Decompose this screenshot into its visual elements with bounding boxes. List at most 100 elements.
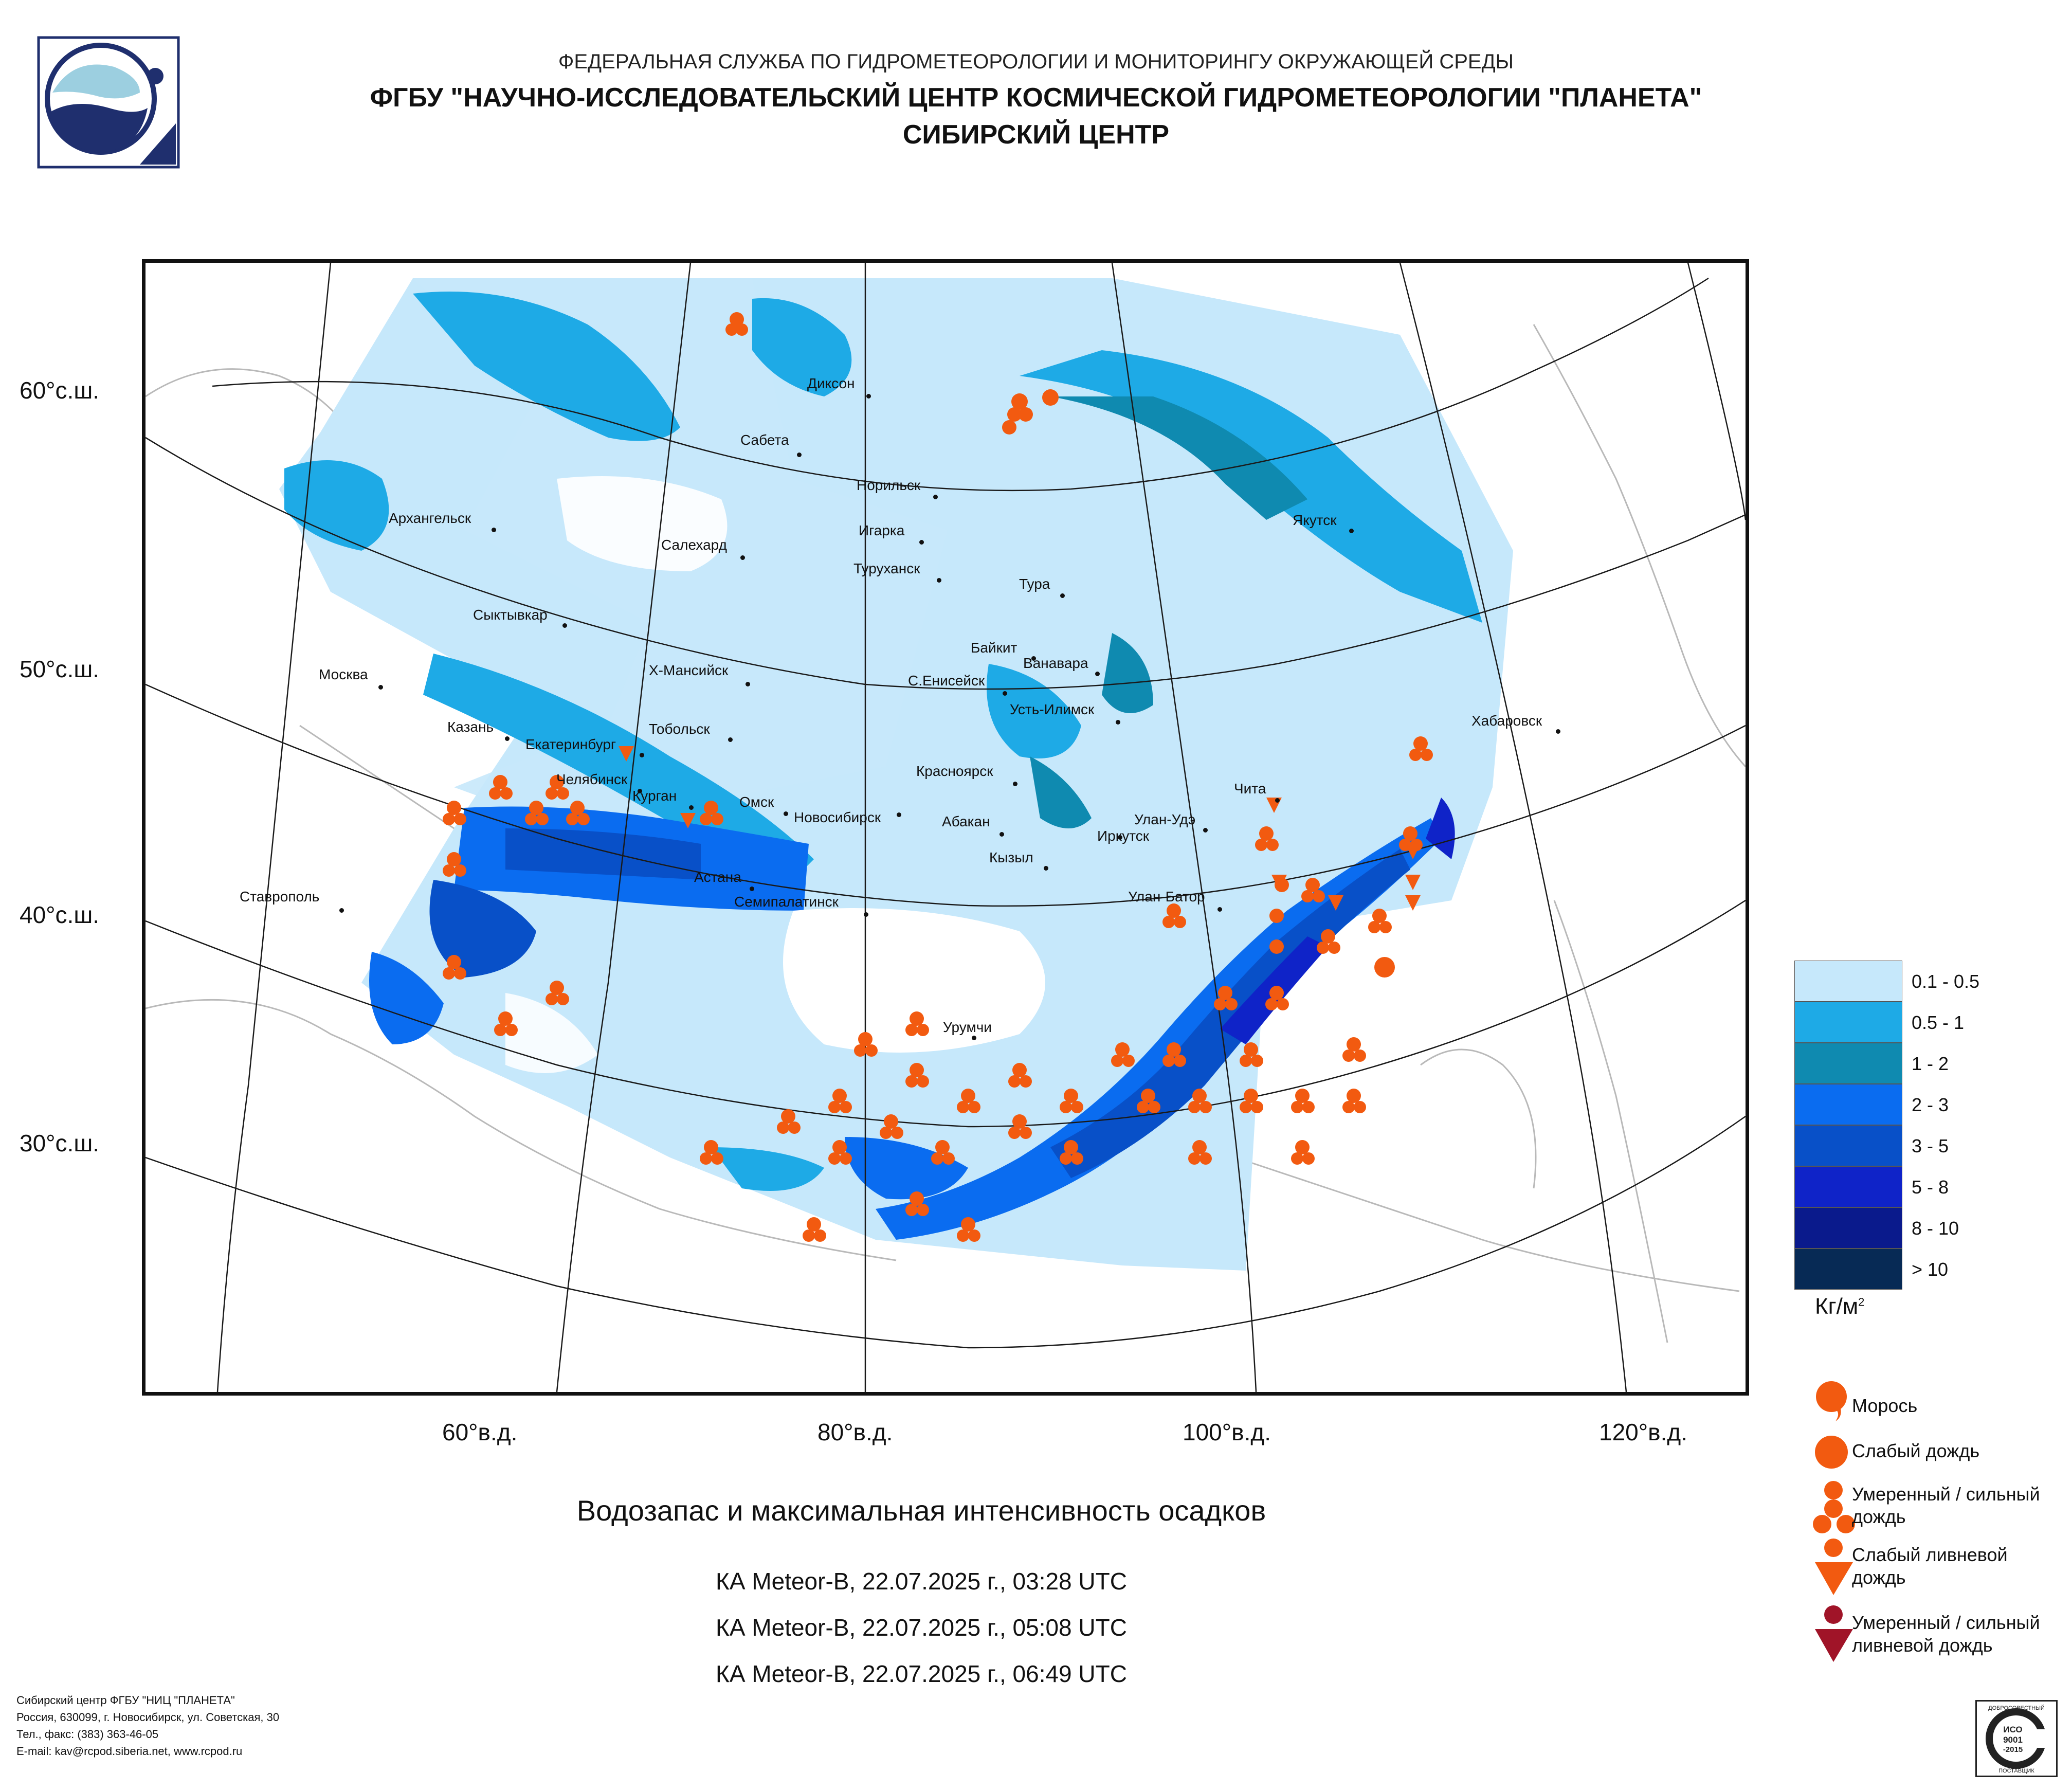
label-moderate-shower: Умеренный / сильный ливневой дождь bbox=[1852, 1612, 2040, 1656]
city-label: Архангельск bbox=[389, 510, 471, 526]
city-marker bbox=[378, 685, 383, 690]
city-marker bbox=[897, 812, 901, 817]
lat-label-60: 60°с.ш. bbox=[20, 377, 100, 404]
footer-line: Россия, 630099, г. Новосибирск, ул. Сове… bbox=[16, 1711, 280, 1724]
city-label: Якутск bbox=[1293, 512, 1337, 528]
legend-swatch-label: 8 - 10 bbox=[1912, 1218, 1959, 1239]
lon-label-60: 60°в.д. bbox=[442, 1419, 518, 1445]
city-marker bbox=[1556, 729, 1560, 734]
coastlines bbox=[146, 324, 1746, 1343]
svg-text:ПОСТАВЩИК: ПОСТАВЩИК bbox=[1998, 1768, 2034, 1774]
unit-label: Кг/м2 bbox=[1815, 1294, 1865, 1319]
city-label: Екатеринбург bbox=[525, 736, 616, 752]
city-label: Чита bbox=[1234, 781, 1266, 797]
legend-swatch bbox=[1794, 1084, 1902, 1125]
city-label: Красноярск bbox=[916, 763, 993, 779]
pass-line-1: КА Meteor-В, 22.07.2025 г., 03:28 UTC bbox=[716, 1568, 1127, 1595]
svg-text:ИСО: ИСО bbox=[2003, 1725, 2022, 1734]
city-marker bbox=[1118, 835, 1122, 840]
city-label: Улан-Батор bbox=[1128, 889, 1205, 904]
legend-swatch bbox=[1794, 1002, 1902, 1043]
legend-swatch bbox=[1794, 1043, 1902, 1084]
city-marker bbox=[1095, 672, 1100, 676]
legend-swatch bbox=[1794, 1166, 1902, 1207]
city-label: Новосибирск bbox=[794, 809, 881, 825]
map-title: Водозапас и максимальная интенсивность о… bbox=[576, 1494, 1266, 1527]
city-marker bbox=[1013, 782, 1017, 786]
footer-line: Сибирский центр ФГБУ "НИЦ "ПЛАНЕТА" bbox=[16, 1694, 235, 1707]
city-label: Байкит bbox=[971, 640, 1017, 656]
city-label: Улан-Удэ bbox=[1134, 811, 1196, 827]
svg-text:-2015: -2015 bbox=[2003, 1745, 2023, 1754]
city-marker bbox=[864, 912, 868, 917]
lat-label-30: 30°с.ш. bbox=[20, 1130, 100, 1156]
city-label: Ванавара bbox=[1023, 655, 1088, 671]
city-label: Абакан bbox=[942, 813, 990, 829]
city-marker bbox=[1217, 907, 1222, 912]
symbol-drizzle bbox=[1810, 1376, 1856, 1425]
symbol-light-rain bbox=[1810, 1430, 1856, 1478]
city-marker bbox=[1044, 866, 1048, 871]
city-marker bbox=[797, 453, 802, 457]
city-marker bbox=[689, 805, 694, 810]
city-label: Тобольск bbox=[649, 721, 710, 737]
lat-label-40: 40°с.ш. bbox=[20, 901, 100, 928]
city-label: Усть-Илимск bbox=[1010, 701, 1095, 717]
legend-swatch bbox=[1794, 1249, 1902, 1290]
symbol-light-shower bbox=[1809, 1537, 1860, 1602]
legend-swatch-label: 0.1 - 0.5 bbox=[1912, 971, 1980, 992]
label-drizzle: Морось bbox=[1852, 1395, 1918, 1416]
lon-label-100: 100°в.д. bbox=[1183, 1419, 1271, 1445]
city-label: Астана bbox=[694, 869, 741, 885]
legend-swatch-label: > 10 bbox=[1912, 1259, 1949, 1280]
city-label: Хабаровск bbox=[1471, 713, 1542, 729]
symbol-moderate-rain bbox=[1809, 1479, 1860, 1538]
legend-swatch-label: 3 - 5 bbox=[1912, 1135, 1949, 1156]
svg-text:9001: 9001 bbox=[2003, 1735, 2023, 1745]
city-label: Омск bbox=[739, 794, 774, 810]
city-label: Х-Мансийск bbox=[649, 662, 729, 678]
legend-swatch-label: 0.5 - 1 bbox=[1912, 1012, 1965, 1033]
city-label: Иркутск bbox=[1097, 828, 1150, 844]
lat-label-50: 50°с.ш. bbox=[20, 656, 100, 682]
precipitation-markers bbox=[443, 312, 1433, 1242]
city-marker bbox=[339, 908, 344, 913]
city-label: Москва bbox=[319, 666, 368, 682]
city-marker bbox=[1031, 656, 1036, 661]
city-label: Тура bbox=[1019, 576, 1050, 592]
city-label: Ставрополь bbox=[240, 889, 320, 904]
city-marker bbox=[492, 528, 496, 532]
legend-swatch-label: 1 - 2 bbox=[1912, 1053, 1949, 1074]
city-label: Челябинск bbox=[556, 771, 628, 787]
footer-line: E-mail: kav@rcpod.siberia.net, www.rcpod… bbox=[16, 1745, 243, 1758]
planeta-logo bbox=[37, 36, 180, 169]
lon-label-80: 80°в.д. bbox=[817, 1419, 893, 1445]
city-label: Норильск bbox=[857, 477, 921, 493]
city-marker bbox=[562, 623, 567, 628]
city-label: Сабета bbox=[740, 432, 789, 448]
city-marker bbox=[728, 737, 733, 742]
precipitation-map bbox=[142, 259, 1749, 1396]
header-agency: ФЕДЕРАЛЬНАЯ СЛУЖБА ПО ГИДРОМЕТЕОРОЛОГИИ … bbox=[558, 50, 1514, 73]
city-label: С.Енисейск bbox=[908, 673, 985, 689]
label-light-rain: Слабый дождь bbox=[1852, 1440, 1980, 1461]
city-marker bbox=[972, 1036, 976, 1040]
header-center: СИБИРСКИЙ ЦЕНТР bbox=[902, 120, 1170, 150]
pass-line-3: КА Meteor-В, 22.07.2025 г., 06:49 UTC bbox=[716, 1660, 1127, 1687]
city-marker bbox=[1003, 691, 1007, 696]
city-marker bbox=[784, 811, 788, 816]
city-label: Сыктывкар bbox=[473, 607, 548, 623]
footer-contacts: Сибирский центр ФГБУ "НИЦ "ПЛАНЕТА" Росс… bbox=[16, 1692, 279, 1760]
city-marker bbox=[640, 753, 644, 757]
city-marker bbox=[638, 789, 642, 793]
city-marker bbox=[1060, 593, 1065, 598]
city-marker bbox=[919, 540, 924, 545]
city-marker bbox=[505, 736, 510, 741]
city-marker bbox=[746, 682, 750, 686]
city-label: Салехард bbox=[661, 537, 727, 553]
city-label: Туруханск bbox=[853, 560, 920, 576]
water-content-swath bbox=[279, 278, 1513, 1271]
legend-swatch bbox=[1794, 1207, 1902, 1249]
city-label: Семипалатинск bbox=[734, 894, 839, 910]
city-marker bbox=[866, 394, 871, 399]
